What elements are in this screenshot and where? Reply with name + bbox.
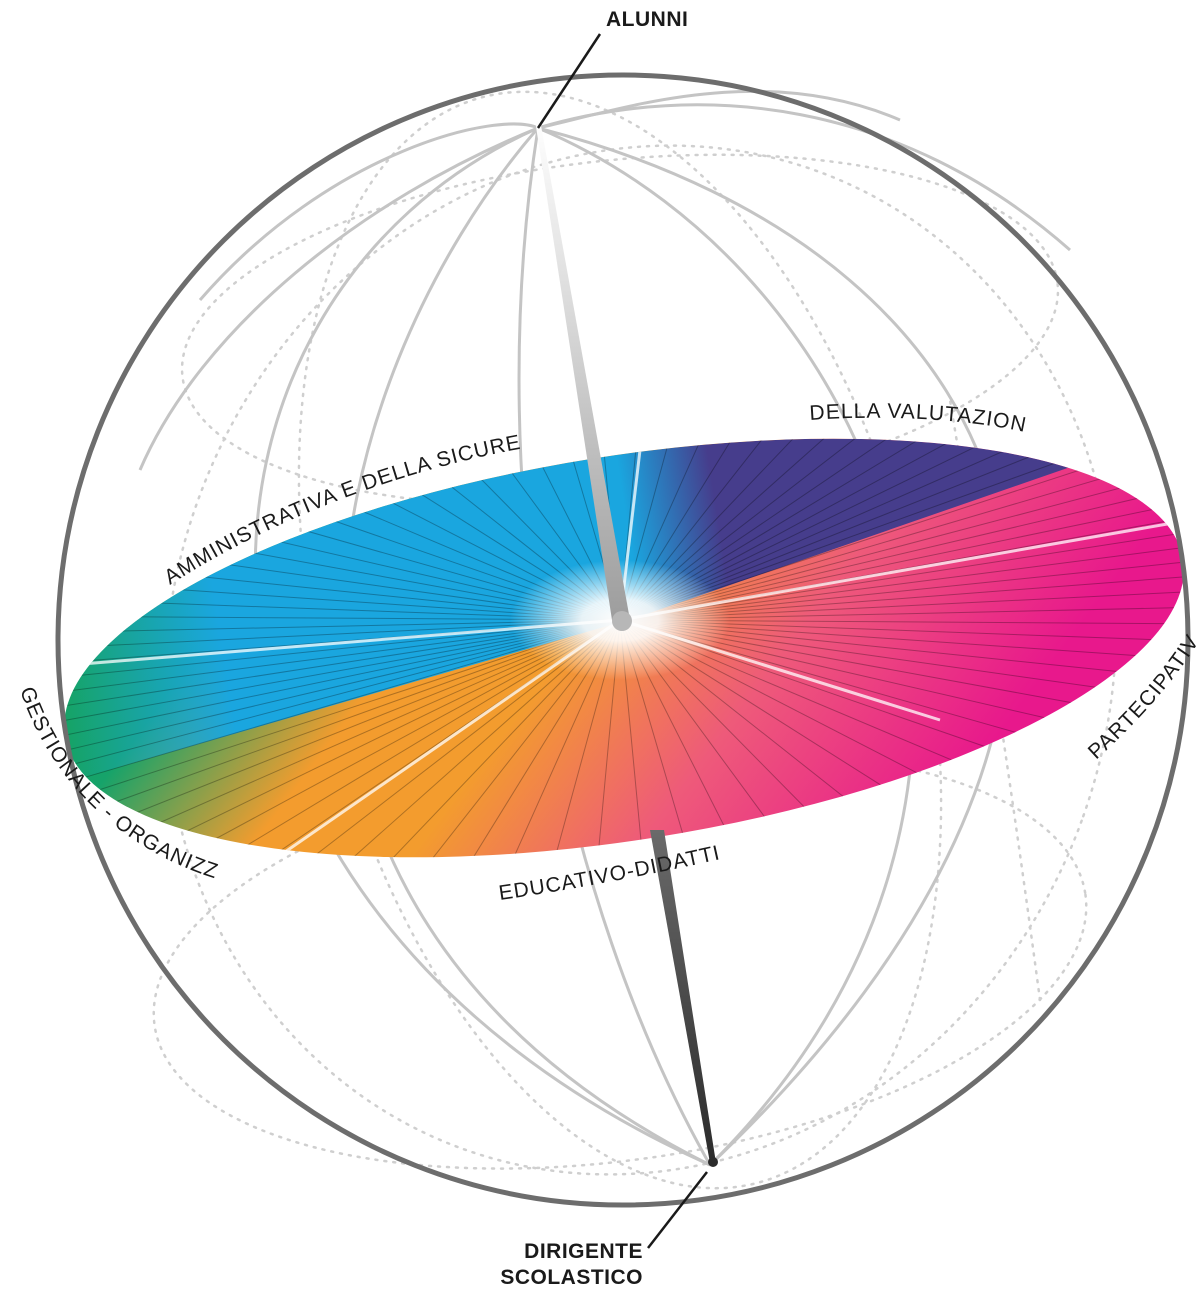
disc-texture-line — [34, 619, 621, 809]
disc-texture-line — [34, 619, 621, 823]
disc-texture-line — [83, 619, 621, 857]
alunni-leader — [536, 33, 602, 129]
dirigente-leader — [647, 1171, 708, 1249]
disc-texture-line — [619, 511, 1200, 621]
area-label-valutazione: DELLA VALUTAZIONE — [0, 0, 1029, 437]
disc-texture-line — [53, 619, 621, 847]
pole-label-top: ALUNNI — [606, 8, 688, 31]
axis — [535, 120, 718, 1167]
pole-label-bottom-2: SCOLASTICO — [500, 1266, 643, 1289]
pole-label-bottom-1: DIRIGENTE — [524, 1240, 643, 1263]
area-disc — [34, 369, 1200, 896]
disc-texture-line — [116, 619, 621, 866]
disc-texture-line — [619, 529, 1200, 621]
sphere-outline — [55, 72, 1191, 1208]
disc-texture-line — [619, 547, 1200, 621]
disc-texture-line — [34, 619, 621, 835]
